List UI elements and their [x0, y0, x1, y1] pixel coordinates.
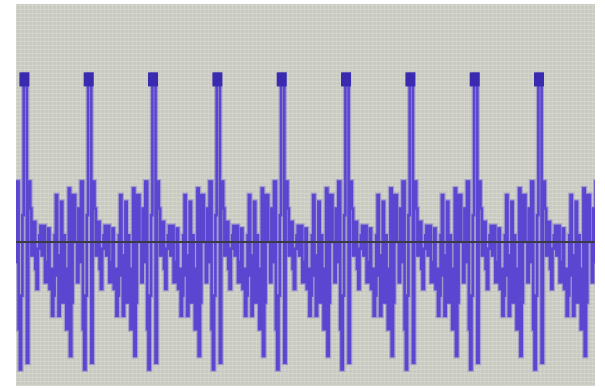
spike-peak — [276, 72, 287, 87]
spike-peak — [469, 72, 480, 87]
oscilloscope-screen — [16, 4, 595, 386]
spike-peak — [83, 72, 94, 87]
spike-peak — [212, 72, 223, 87]
trace-group — [16, 71, 595, 372]
signal-trace — [16, 73, 595, 371]
spike-peak — [341, 72, 351, 87]
spike-peak — [405, 72, 416, 87]
waveform-plot — [16, 71, 595, 372]
spike-peak — [534, 72, 544, 87]
spike-peak — [148, 72, 158, 87]
spike-peak — [19, 72, 30, 87]
